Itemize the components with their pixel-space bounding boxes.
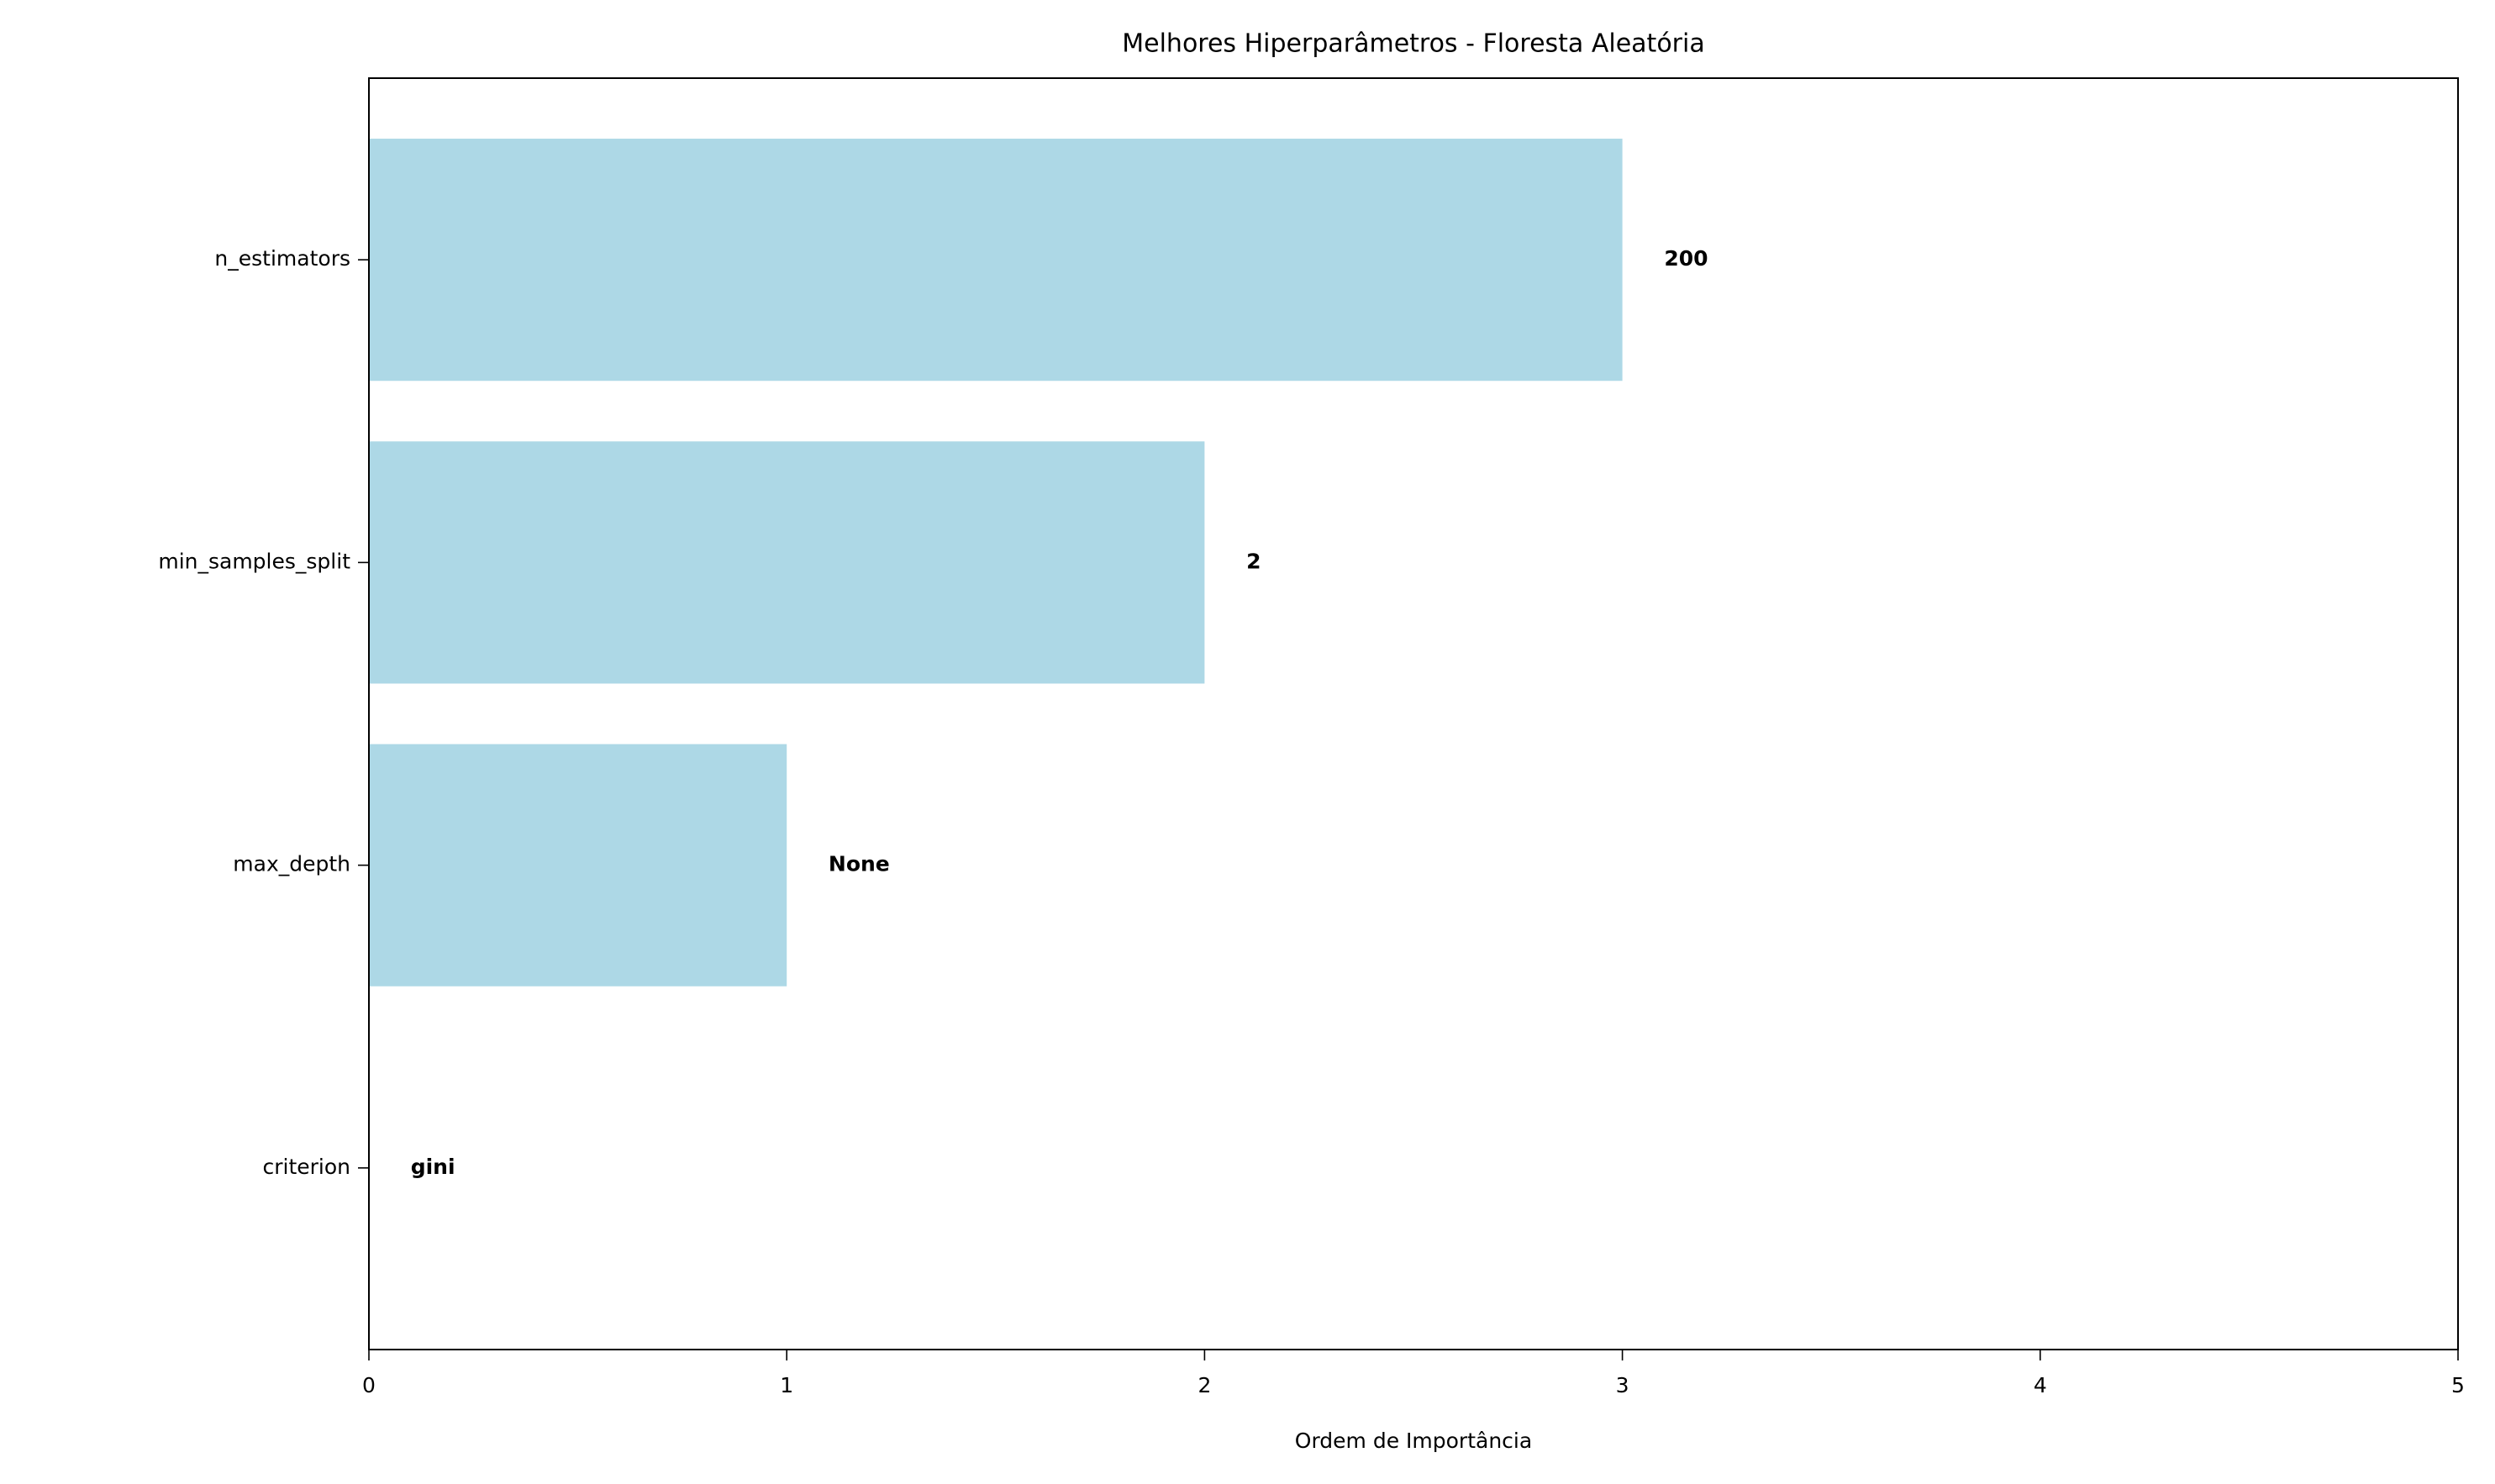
x-tick-label: 5 [2451,1373,2465,1397]
y-tick-label: min_samples_split [158,549,350,573]
x-tick-label: 2 [1197,1373,1211,1397]
bar-annotation: None [829,852,890,876]
bar [369,139,1623,382]
x-tick-label: 3 [1616,1373,1629,1397]
x-axis-label: Ordem de Importância [1295,1429,1532,1453]
y-tick-label: criterion [262,1155,350,1179]
bar [369,441,1205,684]
bar [369,744,787,987]
bar-annotation: gini [411,1155,455,1179]
chart-title: Melhores Hiperparâmetros - Floresta Alea… [1122,29,1704,59]
y-tick-label: max_depth [233,852,350,876]
x-tick-label: 0 [362,1373,376,1397]
y-tick-label: n_estimators [214,246,350,271]
plot-frame [368,77,2459,1350]
x-tick-label: 4 [2034,1373,2047,1397]
bar-annotation: 200 [1664,246,1708,271]
x-tick-label: 1 [780,1373,793,1397]
bar-annotation: 2 [1246,549,1261,573]
